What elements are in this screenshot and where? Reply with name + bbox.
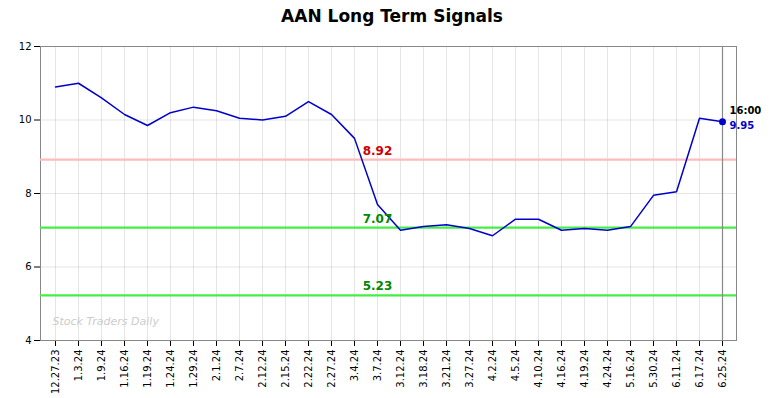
- svg-text:2.7.24: 2.7.24: [234, 350, 245, 382]
- svg-text:9.95: 9.95: [730, 120, 755, 131]
- svg-text:7.07: 7.07: [363, 212, 393, 226]
- svg-text:4.2.24: 4.2.24: [487, 350, 498, 382]
- svg-text:3.12.24: 3.12.24: [395, 350, 406, 388]
- svg-text:10: 10: [19, 114, 32, 125]
- svg-text:12.27.23: 12.27.23: [50, 350, 61, 395]
- svg-text:4.19.24: 4.19.24: [579, 350, 590, 388]
- svg-text:4.24.24: 4.24.24: [602, 350, 613, 388]
- svg-text:8.92: 8.92: [363, 144, 393, 158]
- svg-text:1.9.24: 1.9.24: [96, 350, 107, 382]
- svg-text:1.19.24: 1.19.24: [142, 350, 153, 388]
- svg-text:6: 6: [25, 261, 31, 272]
- svg-text:3.7.24: 3.7.24: [372, 350, 383, 382]
- svg-text:2.1.24: 2.1.24: [211, 350, 222, 382]
- svg-text:6.25.24: 6.25.24: [717, 350, 728, 388]
- svg-text:3.21.24: 3.21.24: [441, 350, 452, 388]
- svg-text:3.18.24: 3.18.24: [418, 350, 429, 388]
- svg-text:2.12.24: 2.12.24: [257, 350, 268, 388]
- svg-text:1.3.24: 1.3.24: [73, 350, 84, 382]
- svg-text:5.16.24: 5.16.24: [625, 350, 636, 388]
- svg-text:12: 12: [19, 41, 32, 52]
- svg-text:5.23: 5.23: [363, 279, 393, 293]
- svg-text:16:00: 16:00: [730, 105, 762, 116]
- svg-text:4.5.24: 4.5.24: [510, 350, 521, 382]
- html-text:AAN Long Term Signals: AAN Long Term Signals: [281, 6, 503, 26]
- svg-text:2.27.24: 2.27.24: [326, 350, 337, 388]
- svg-text:2.15.24: 2.15.24: [280, 350, 291, 388]
- svg-text:3.4.24: 3.4.24: [349, 350, 360, 382]
- svg-text:1.16.24: 1.16.24: [119, 350, 130, 388]
- svg-text:6.11.24: 6.11.24: [671, 350, 682, 388]
- svg-text:1.24.24: 1.24.24: [165, 350, 176, 388]
- svg-text:4: 4: [25, 335, 31, 346]
- svg-text:Stock Traders Daily: Stock Traders Daily: [53, 315, 160, 328]
- svg-text:4.10.24: 4.10.24: [533, 350, 544, 388]
- svg-text:2.22.24: 2.22.24: [303, 350, 314, 388]
- svg-text:4.16.24: 4.16.24: [556, 350, 567, 388]
- svg-text:8: 8: [25, 188, 31, 199]
- svg-text:1.29.24: 1.29.24: [188, 350, 199, 388]
- svg-text:6.17.24: 6.17.24: [694, 350, 705, 388]
- svg-text:5.30.24: 5.30.24: [648, 350, 659, 388]
- svg-text:3.27.24: 3.27.24: [464, 350, 475, 388]
